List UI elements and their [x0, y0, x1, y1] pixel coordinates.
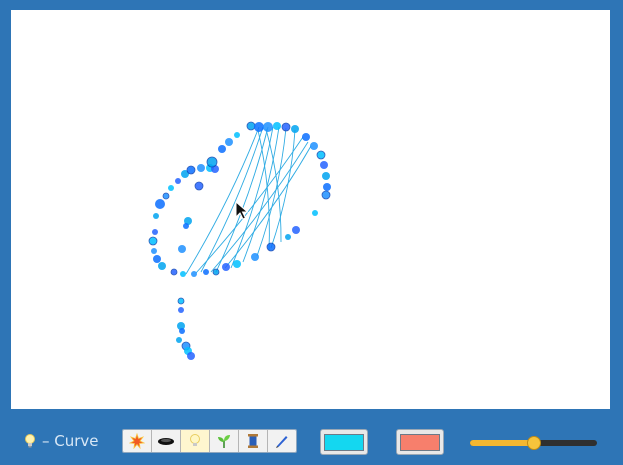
paint-dot — [170, 268, 178, 276]
paint-dot — [285, 234, 291, 240]
paint-dot — [158, 262, 166, 270]
slider-fill — [470, 440, 534, 446]
lightbulb-icon — [190, 434, 200, 446]
paint-dot — [312, 210, 318, 216]
paint-dot — [273, 122, 281, 130]
paint-dot — [212, 268, 220, 276]
paint-dot — [254, 122, 264, 132]
primary-color-fill — [324, 433, 364, 451]
paint-dot — [191, 271, 197, 277]
paint-dot — [322, 172, 330, 180]
mode-indicator: – Curve — [24, 430, 99, 452]
paint-dot — [222, 263, 230, 271]
paint-dot — [197, 164, 205, 172]
mode-label: – Curve — [42, 432, 99, 450]
paint-dot — [263, 122, 273, 132]
paint-dot — [206, 156, 218, 168]
paint-dot — [321, 190, 331, 200]
thread-strand — [265, 128, 282, 243]
tool-palette — [122, 429, 297, 453]
paint-dot — [281, 122, 291, 132]
paint-dot — [151, 248, 157, 254]
thread-strand — [195, 136, 304, 274]
paint-dot — [203, 269, 209, 275]
paint-dot — [155, 199, 165, 209]
paint-dot — [180, 271, 186, 277]
explode-tool-button[interactable] — [123, 430, 152, 452]
paint-dot — [168, 185, 174, 191]
paint-dot — [176, 337, 182, 343]
paint-dot — [218, 145, 226, 153]
hole-tool-button[interactable] — [152, 430, 181, 452]
paint-dot — [178, 307, 184, 313]
secondary-color-fill — [400, 433, 440, 451]
thread-strand — [224, 145, 312, 269]
paint-dot — [152, 229, 158, 235]
thread-strand — [270, 129, 296, 249]
paint-dot — [177, 322, 185, 330]
thread-strand — [257, 129, 270, 251]
paint-dot — [302, 133, 310, 141]
pen-icon — [276, 436, 288, 448]
slider-handle[interactable] — [526, 436, 541, 450]
paint-dot — [310, 142, 318, 150]
paint-dot — [266, 242, 276, 252]
thread-strand — [200, 126, 264, 273]
black-hole-icon — [158, 438, 174, 445]
paint-dot — [246, 121, 256, 131]
paint-dot — [186, 165, 196, 175]
paint-dot — [225, 138, 233, 146]
sprout-icon — [218, 435, 230, 448]
bottom-toolbar: – Curve — [0, 410, 623, 465]
paint-dot — [323, 183, 331, 191]
sparkle-burst-icon — [129, 433, 145, 449]
paint-dot — [175, 178, 181, 184]
paint-dot — [153, 213, 159, 219]
paint-dot — [251, 253, 259, 261]
pen-tool-button[interactable] — [268, 430, 296, 452]
paint-dot — [162, 192, 170, 200]
paint-dot — [292, 226, 300, 234]
lightbulb-icon — [25, 434, 35, 448]
paint-dot — [187, 352, 195, 360]
paint-dot — [181, 170, 189, 178]
paint-dot — [291, 125, 299, 133]
paint-dot — [183, 223, 189, 229]
thread-strand — [185, 126, 260, 275]
thread-tool-button[interactable] — [239, 430, 268, 452]
grow-tool-button[interactable] — [210, 430, 239, 452]
thread-strand — [210, 141, 309, 273]
primary-color-swatch[interactable] — [320, 429, 368, 455]
thread-strand — [215, 126, 269, 273]
brush-size-slider[interactable] — [470, 436, 597, 450]
paint-dot — [320, 161, 328, 169]
paint-dot — [148, 236, 158, 246]
thread-strand — [242, 126, 280, 263]
paint-dot — [234, 132, 240, 138]
paint-dot — [153, 255, 161, 263]
paint-dot — [316, 150, 326, 160]
light-tool-button[interactable] — [181, 430, 210, 452]
artwork — [148, 121, 331, 360]
paint-dot — [178, 245, 186, 253]
paint-dot — [177, 297, 185, 305]
spool-icon — [248, 434, 258, 448]
paint-dot — [233, 260, 241, 268]
thread-strand — [256, 127, 287, 257]
secondary-color-swatch[interactable] — [396, 429, 444, 455]
drawing-canvas[interactable] — [11, 10, 610, 409]
paint-dot — [179, 328, 185, 334]
mouse-cursor-icon — [235, 200, 249, 220]
paint-dot — [194, 181, 204, 191]
